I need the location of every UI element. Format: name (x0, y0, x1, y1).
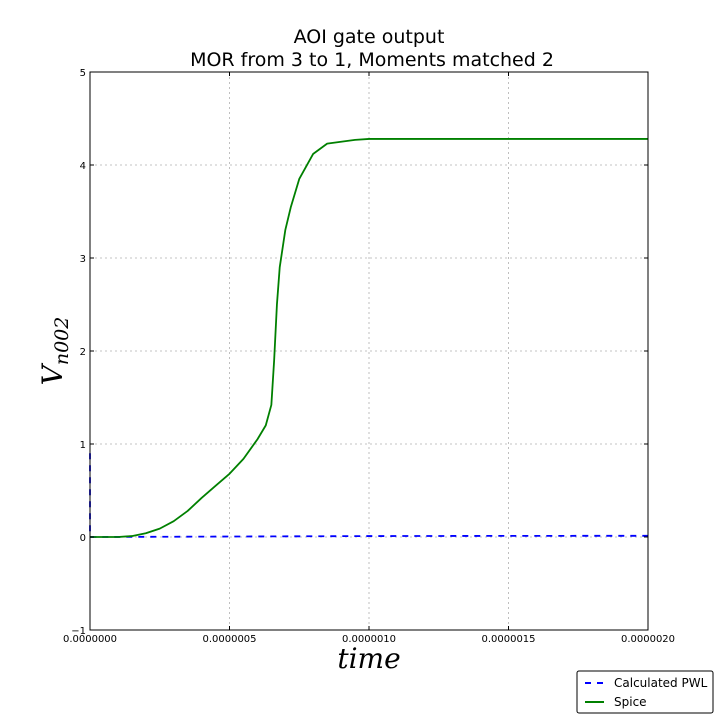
x-tick-label: 0.0000015 (481, 634, 535, 645)
x-tick-label: 0.0000020 (621, 634, 675, 645)
plot-frame (89, 71, 649, 631)
y-tick-label: 4 (80, 161, 86, 172)
series-line-calculated-pwl (89, 453, 649, 538)
y-tick-label: 1 (80, 440, 86, 451)
chart-title-line2: MOR from 3 to 1, Moments matched 2 (190, 49, 554, 71)
series-line-spice (90, 138, 648, 538)
x-tick-label: 0.0000005 (202, 634, 256, 645)
x-tick-label: 0.0000010 (342, 634, 396, 645)
y-tick-label: 3 (80, 254, 86, 265)
grid (90, 72, 648, 630)
legend-label-spice: Spice (614, 695, 647, 709)
series-layer (89, 138, 649, 538)
y-axis-label-group: Vn002 (36, 317, 73, 386)
legend-box (576, 670, 714, 714)
y-tick-label: −1 (71, 626, 86, 637)
y-tick-label: 5 (80, 68, 86, 79)
chart-title-line1: AOI gate output (294, 26, 445, 48)
y-tick-label: 2 (80, 347, 86, 358)
y-tick-label: 0 (80, 533, 86, 544)
tick-layer: 0.0000000 0.0000005 0.0000010 0.0000015 0.00… (63, 68, 675, 645)
x-tick-label: 0.0000000 (63, 634, 117, 645)
y-axis-label-main: V (36, 362, 69, 385)
y-axis-label-sub: n002 (51, 317, 73, 366)
y-axis-label: Vn002 (36, 317, 73, 386)
legend-label-calculated-pwl: Calculated PWL (614, 676, 708, 690)
x-axis-label: time (337, 642, 400, 675)
legend: Calculated PWL Spice (576, 670, 714, 714)
